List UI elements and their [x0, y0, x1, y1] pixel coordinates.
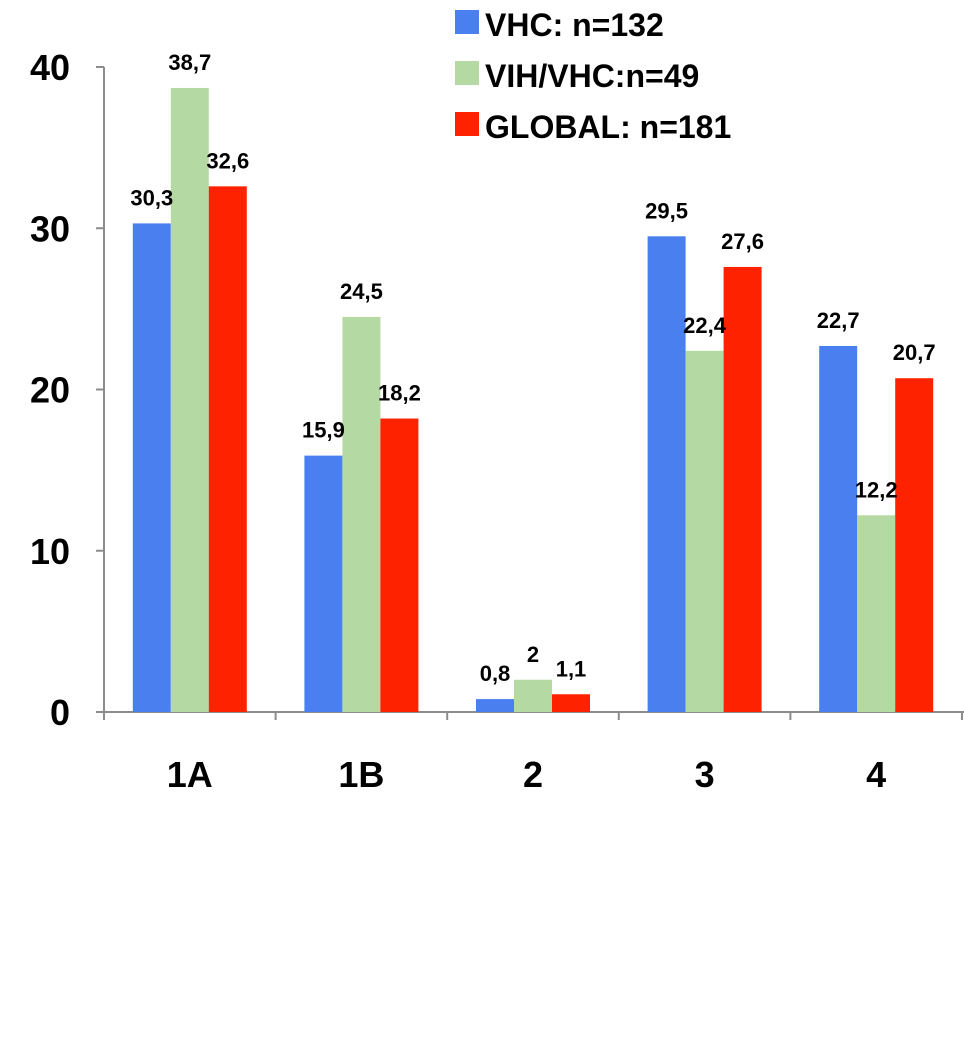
- data-label: 24,5: [340, 279, 383, 304]
- legend-swatch: [455, 112, 479, 136]
- bars: [132, 87, 934, 712]
- data-label: 20,7: [893, 340, 936, 365]
- y-tick-label: 30: [30, 208, 70, 249]
- bar: [514, 679, 552, 712]
- bar: [132, 223, 171, 712]
- data-label: 30,3: [130, 185, 173, 210]
- y-tick-label: 40: [30, 47, 70, 88]
- y-tick-label: 0: [50, 692, 70, 733]
- legend-label: VHC: n=132: [485, 7, 664, 43]
- category-label: 1A: [167, 754, 213, 795]
- data-labels: 30,3 15,9 0,8 29,5 22,7 38,7 24,5 2 22,4 12,2 32,6…: [130, 50, 935, 686]
- data-label: 22,7: [817, 308, 860, 333]
- y-tick-label: 20: [30, 370, 70, 411]
- category-label: 1B: [338, 754, 384, 795]
- bar: [857, 515, 896, 712]
- bar: [647, 236, 686, 712]
- bar: [819, 345, 858, 712]
- data-label: 1,1: [556, 656, 587, 681]
- legend-swatch: [455, 61, 479, 85]
- bar: [476, 699, 514, 712]
- bar: [342, 316, 381, 712]
- data-label: 29,5: [645, 198, 688, 223]
- bar: [723, 266, 762, 712]
- legend-label: VIH/VHC:n=49: [485, 58, 699, 94]
- bar: [304, 455, 343, 712]
- category-label: 3: [695, 754, 715, 795]
- data-label: 38,7: [168, 50, 211, 75]
- legend-label: GLOBAL: n=181: [485, 109, 731, 145]
- legend: VHC: n=132 VIH/VHC:n=49 GLOBAL: n=181: [455, 7, 731, 145]
- bar: [552, 694, 590, 712]
- category-label: 4: [866, 754, 886, 795]
- bar: [170, 87, 209, 712]
- bar: [685, 350, 724, 712]
- data-label: 27,6: [721, 229, 764, 254]
- data-label: 2: [527, 642, 539, 667]
- data-label: 18,2: [378, 381, 421, 406]
- axes: 0 10 20 30 40 1A 1B 2 3 4: [30, 47, 964, 795]
- data-label: 22,4: [683, 313, 727, 338]
- data-label: 15,9: [302, 418, 345, 443]
- data-label: 32,6: [206, 148, 249, 173]
- legend-swatch: [455, 10, 479, 34]
- category-label: 2: [523, 754, 543, 795]
- data-label: 0,8: [480, 661, 511, 686]
- data-label: 12,2: [855, 477, 898, 502]
- bar: [208, 186, 247, 712]
- y-tick-label: 10: [30, 531, 70, 572]
- bar: [895, 378, 934, 712]
- bar: [380, 418, 419, 712]
